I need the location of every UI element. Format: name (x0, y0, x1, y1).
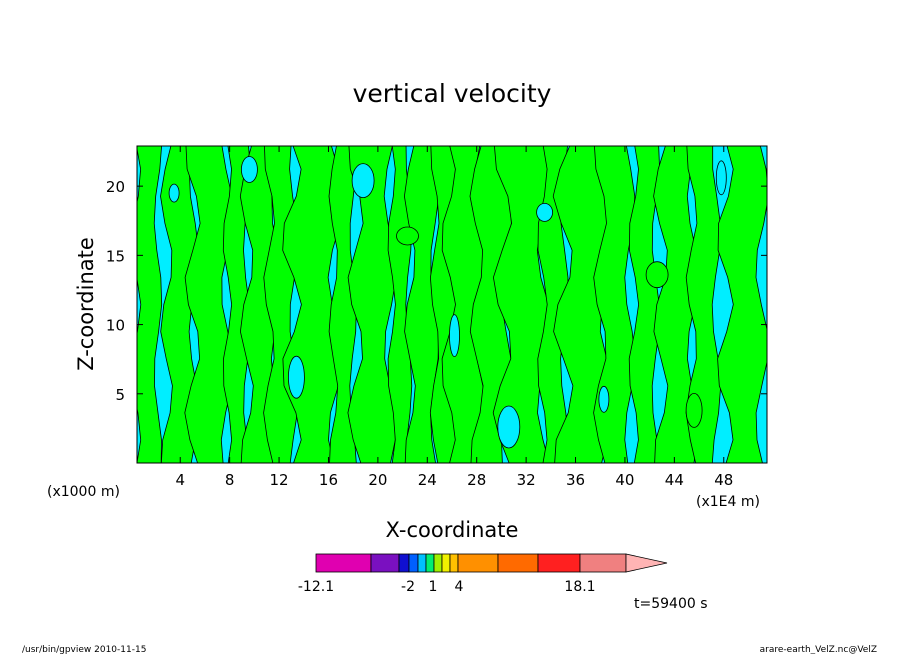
colorbar-segment (398, 553, 410, 573)
y-tick-label: 20 (106, 178, 125, 196)
footer-right: arare-earth_VelZ.nc@VelZ (760, 645, 877, 654)
updraft-column (537, 146, 569, 463)
contour-cell (497, 405, 521, 449)
colorbar-tick-label: -2 (401, 579, 415, 595)
x-tick-label: 8 (225, 471, 235, 489)
contour-cell (449, 314, 460, 358)
colorbar-segment (449, 553, 459, 573)
updraft-column (403, 146, 440, 463)
colorbar-extend-arrow (625, 553, 668, 573)
x-tick-label: 20 (368, 471, 387, 489)
colorbar-segment (417, 553, 427, 573)
x-tick-label: 48 (714, 471, 733, 489)
colorbar-segment (579, 553, 627, 573)
contour-cell (645, 261, 669, 289)
updraft-column (628, 146, 661, 463)
colorbar-segment (433, 553, 443, 573)
contour-cell (240, 156, 258, 183)
colorbar-segment (370, 553, 400, 573)
x-tick-label: 44 (665, 471, 684, 489)
x-tick-label: 12 (270, 471, 289, 489)
updraft-column (222, 146, 251, 463)
y-tick-label: 15 (106, 247, 125, 265)
colorbar-segment (315, 553, 372, 573)
colorbar-segment (425, 553, 435, 573)
contour-cell (168, 183, 180, 203)
contour-cell (536, 202, 553, 222)
x-tick-label: 40 (615, 471, 634, 489)
x-axis-label: X-coordinate (386, 518, 519, 542)
colorbar-segment (497, 553, 539, 573)
colorbar-tick-label: 18.1 (564, 579, 595, 595)
x-tick-label: 32 (517, 471, 536, 489)
colorbar-tick-label: 4 (455, 579, 464, 595)
contour-cell (287, 355, 305, 399)
plot-area (136, 145, 768, 464)
colorbar (315, 553, 668, 573)
colorbar-tick-label: 1 (429, 579, 438, 595)
x-tick-label: 28 (467, 471, 486, 489)
y-axis-label: Z-coordinate (74, 237, 98, 371)
x-tick-label: 24 (418, 471, 437, 489)
y-axis: 5 10 15 20 (106, 178, 767, 404)
x-unit-right: (x1E4 m) (696, 494, 760, 510)
updraft-column (328, 146, 357, 463)
updraft-column (653, 146, 699, 463)
x-tick-label: 4 (175, 471, 185, 489)
colorbar-segment (441, 553, 451, 573)
y-tick-label: 10 (106, 317, 125, 335)
x-tick-label: 36 (566, 471, 585, 489)
contour-cell (598, 385, 610, 413)
time-label: t=59400 s (634, 596, 708, 612)
plot-frame (136, 145, 768, 464)
x-unit-left: (x1000 m) (47, 484, 120, 500)
updraft-column (717, 146, 767, 463)
chart-title: vertical velocity (353, 79, 552, 108)
colorbar-tick-labels: -12.1 -2 1 4 18.1 (298, 579, 596, 595)
footer-left: /usr/bin/gpview 2010-11-15 (22, 645, 146, 654)
contour-cell (351, 163, 375, 199)
colorbar-segment (537, 553, 581, 573)
updraft-column (137, 146, 163, 463)
contour-cell (715, 160, 727, 196)
contour-cell (685, 392, 703, 428)
y-tick-label: 5 (115, 386, 125, 404)
contour-cell (396, 226, 419, 246)
updraft-column (160, 146, 199, 463)
colorbar-segment (457, 553, 499, 573)
x-tick-label: 16 (319, 471, 338, 489)
colorbar-segment (408, 553, 419, 573)
colorbar-tick-label: -12.1 (298, 579, 334, 595)
x-axis: 4 8 12 16 20 24 28 32 36 40 44 48 (175, 146, 733, 489)
